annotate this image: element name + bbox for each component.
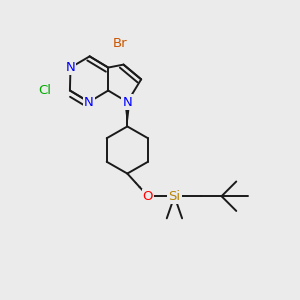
- Text: O: O: [143, 190, 153, 203]
- Text: N: N: [66, 61, 75, 74]
- Text: Br: Br: [113, 37, 128, 50]
- Text: N: N: [122, 95, 132, 109]
- Text: Si: Si: [168, 190, 181, 203]
- Text: N: N: [84, 95, 94, 109]
- Text: Cl: Cl: [38, 84, 51, 97]
- Polygon shape: [124, 102, 130, 126]
